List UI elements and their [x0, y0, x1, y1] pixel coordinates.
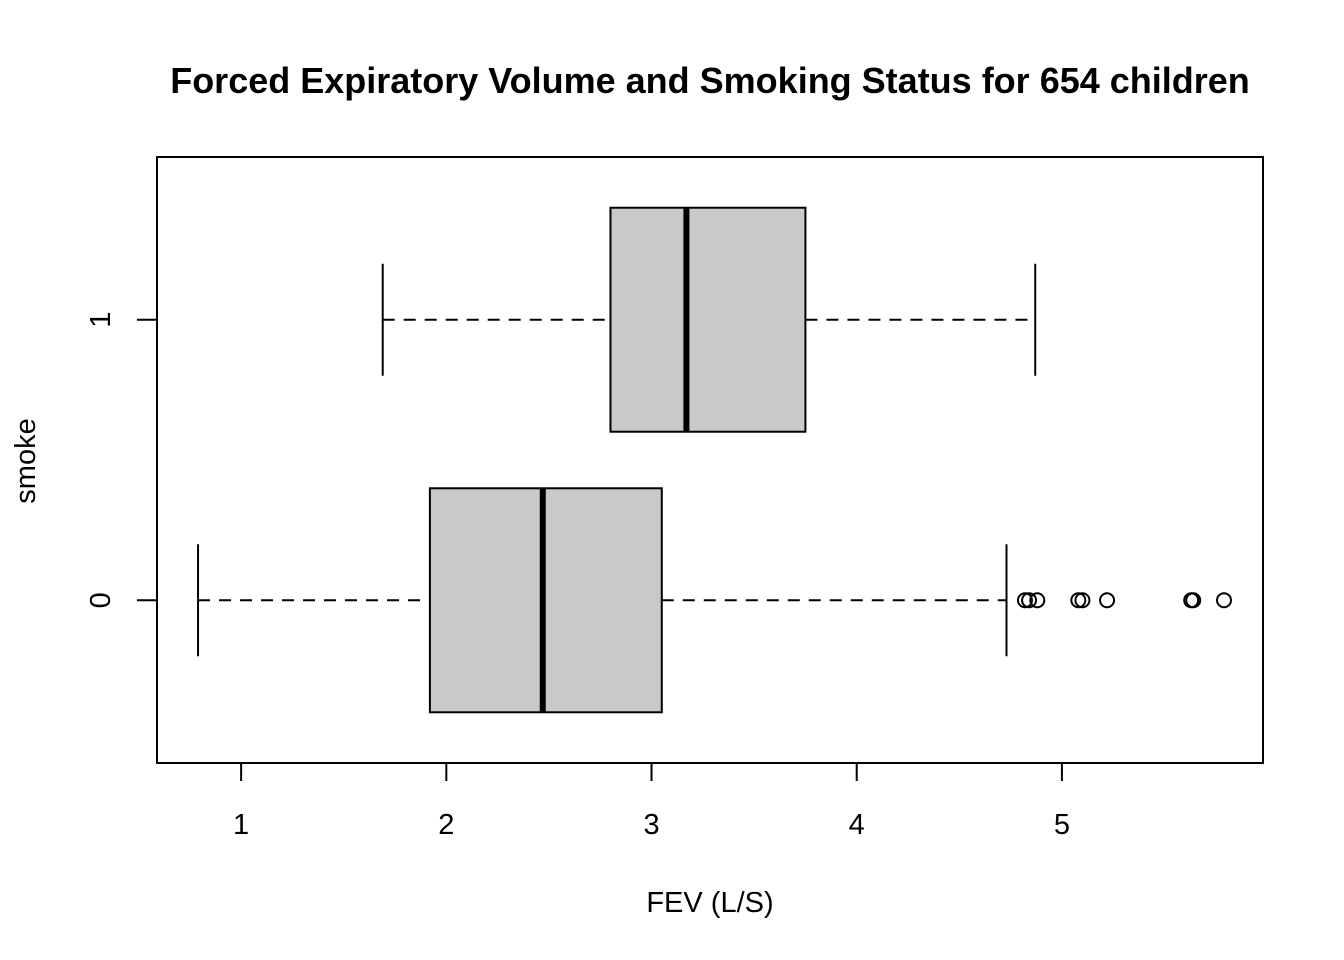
outlier-point [1099, 592, 1116, 609]
x-axis: 1 2 3 4 5 [233, 763, 1070, 841]
outlier-point [1216, 592, 1233, 609]
x-axis-label: FEV (L/S) [646, 887, 773, 919]
outlier-point [1029, 592, 1046, 609]
outlier-point [1070, 592, 1087, 609]
iqr-box [428, 487, 663, 714]
y-tick-label-1: 1 [85, 312, 117, 328]
chart-title: Forced Expiratory Volume and Smoking Sta… [170, 60, 1250, 101]
plot-frame [156, 156, 1264, 764]
x-tick-label-4: 4 [849, 809, 865, 841]
x-tick-label-2: 2 [438, 809, 454, 841]
boxes [197, 206, 1233, 714]
outlier-point [1016, 592, 1033, 609]
iqr-box [609, 206, 807, 433]
box-group-0 [197, 487, 1233, 714]
y-tick-label-0: 0 [85, 592, 117, 608]
x-tick-label-1: 1 [233, 809, 249, 841]
y-axis-label: smoke [10, 418, 42, 503]
x-tick-label-5: 5 [1054, 809, 1070, 841]
outlier-point [1185, 592, 1202, 609]
y-axis: 01 [85, 312, 157, 608]
box-group-1 [381, 206, 1037, 433]
x-tick-label-3: 3 [643, 809, 659, 841]
outlier-point [1074, 592, 1091, 609]
outlier-point [1021, 592, 1038, 609]
